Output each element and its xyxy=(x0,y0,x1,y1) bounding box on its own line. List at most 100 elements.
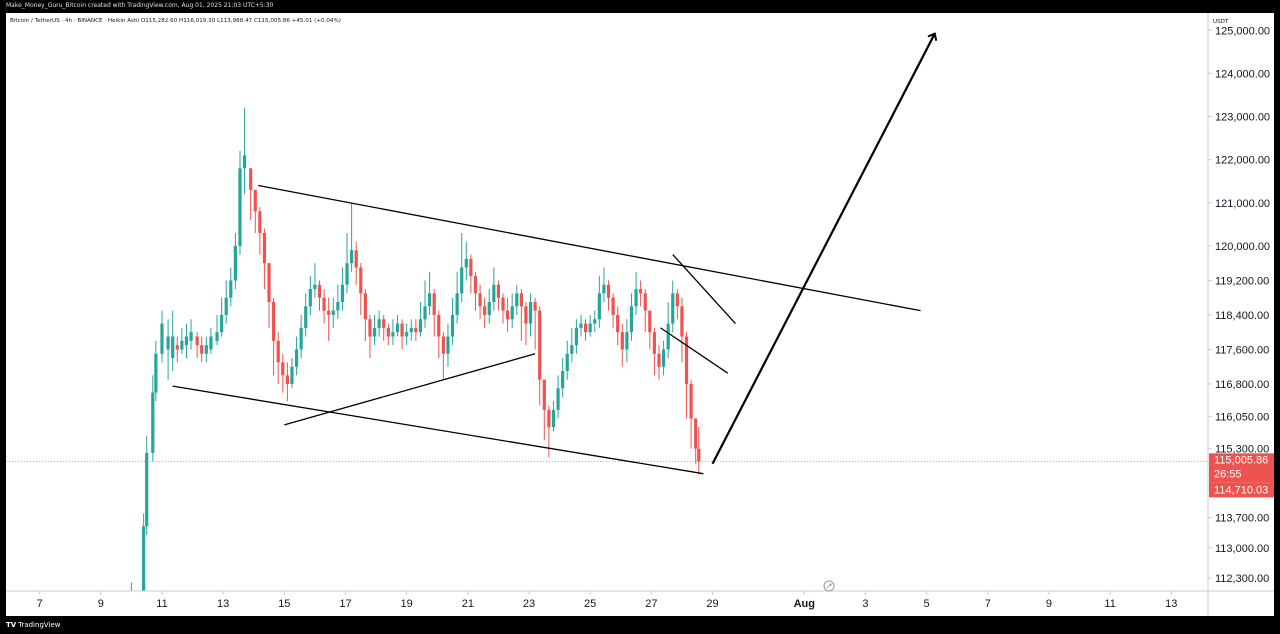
trendline[interactable] xyxy=(672,254,736,325)
candle-body xyxy=(331,310,335,315)
price-chart[interactable]: 125,000.00 124,000.00 123,000.00 122,000.00… xyxy=(6,13,1274,616)
candle-body xyxy=(629,306,634,333)
x-tick-label: 11 xyxy=(1104,598,1115,610)
x-tick-label: 17 xyxy=(339,598,351,610)
candle-body xyxy=(242,155,247,169)
x-tick-label: 5 xyxy=(924,598,930,610)
candle-body xyxy=(437,314,441,337)
candle-body xyxy=(272,302,276,341)
candle-body xyxy=(386,327,390,337)
candle-body xyxy=(209,336,213,350)
candle-body xyxy=(648,310,652,333)
x-tick-label: 13 xyxy=(217,598,229,610)
x-tick-label: 9 xyxy=(98,598,104,610)
candle-body xyxy=(533,302,537,311)
y-tick-label: 121,000.00 xyxy=(1215,198,1270,210)
candle-body xyxy=(597,293,601,320)
candle-body xyxy=(606,284,611,298)
footer-bar: TV TradingView xyxy=(0,616,1280,634)
candle-body xyxy=(382,319,386,328)
candle-body xyxy=(501,297,505,311)
x-axis[interactable]: 7 9 11 13 15 17 19 21 23 25 27 29 Aug 3 5 7 9 11 13 xyxy=(37,591,1178,610)
candle-body xyxy=(395,323,400,333)
candle-body xyxy=(469,258,473,277)
candle-body xyxy=(625,332,629,350)
x-tick-label: 11 xyxy=(156,598,167,610)
candle-body xyxy=(593,319,597,324)
candle-body xyxy=(322,297,326,311)
reset-zoom-icon[interactable] xyxy=(823,580,835,592)
candle-body xyxy=(276,340,280,363)
candle-body xyxy=(340,284,345,302)
candle-body xyxy=(175,345,179,350)
y-tick-label: 116,050.00 xyxy=(1215,411,1269,423)
candle-body xyxy=(561,371,565,389)
drawings-layer xyxy=(6,35,1208,475)
candle-body xyxy=(327,310,331,315)
candle-body xyxy=(684,336,689,384)
candle-body xyxy=(574,327,579,346)
candle-body xyxy=(294,349,299,367)
x-tick-label: 21 xyxy=(462,598,474,610)
x-tick-label: 27 xyxy=(645,598,657,610)
candle-body xyxy=(441,336,445,354)
candle-body xyxy=(391,332,395,337)
x-tick-label: 7 xyxy=(37,598,43,610)
chart-legend: Bitcoin / TetherUS · 4h · BINANCE · Heik… xyxy=(10,18,341,24)
candle-body xyxy=(160,323,164,354)
candle-body xyxy=(639,289,643,294)
candle-body xyxy=(377,319,381,328)
candle-body xyxy=(666,323,670,350)
candle-body xyxy=(258,211,262,233)
candle-body xyxy=(528,302,533,324)
candle-body xyxy=(336,302,340,311)
y-tick-label: 115,300.00 xyxy=(1215,444,1269,456)
x-tick-label: 13 xyxy=(1165,598,1177,610)
y-tick-label: 113,700.00 xyxy=(1215,513,1269,525)
candle-body xyxy=(538,310,542,380)
candle-body xyxy=(611,297,615,315)
candle-body xyxy=(570,345,574,354)
candle-body xyxy=(304,306,308,328)
candle-body xyxy=(281,362,285,376)
candle-body xyxy=(180,340,184,350)
candle-countdown: 26:55 xyxy=(1214,468,1242,480)
x-tick-label: 19 xyxy=(401,598,413,610)
candle-body xyxy=(154,353,158,393)
trendline[interactable] xyxy=(660,327,729,374)
candle-body xyxy=(184,336,189,346)
candle-body xyxy=(151,392,155,453)
candle-body xyxy=(145,452,149,527)
candle-body xyxy=(579,323,583,328)
candle-body xyxy=(657,353,661,367)
candle-body xyxy=(680,306,684,337)
candle-body xyxy=(460,267,464,294)
candle-body xyxy=(616,314,620,333)
candle-body xyxy=(354,250,358,268)
candle-body xyxy=(308,289,312,307)
candle-body xyxy=(166,336,170,350)
chart-frame[interactable]: 125,000.00 124,000.00 123,000.00 122,000.00… xyxy=(6,13,1274,616)
x-tick-label: 29 xyxy=(706,598,718,610)
y-tick-label: 116,800.00 xyxy=(1215,379,1269,391)
candle-body xyxy=(542,379,546,410)
y-axis[interactable]: 125,000.00 124,000.00 123,000.00 122,000.00… xyxy=(1208,25,1270,585)
trendline[interactable] xyxy=(172,385,704,475)
tradingview-logo[interactable]: TV TradingView xyxy=(6,621,61,629)
candle-body xyxy=(220,314,224,333)
trendline[interactable] xyxy=(258,184,921,312)
candle-body xyxy=(652,332,657,354)
candle-body xyxy=(689,383,693,419)
x-tick-label: 25 xyxy=(584,598,596,610)
candle-body xyxy=(313,284,317,290)
candle-body xyxy=(405,332,409,337)
projection-arrow[interactable] xyxy=(711,35,935,465)
trendline[interactable] xyxy=(284,353,536,426)
candle-body xyxy=(547,409,551,428)
candle-body xyxy=(432,293,436,315)
candle-body xyxy=(363,293,367,320)
candle-body xyxy=(253,189,257,212)
x-tick-label: 7 xyxy=(985,598,991,610)
y-tick-label: 118,400.00 xyxy=(1215,310,1269,322)
candle-body xyxy=(345,263,349,285)
